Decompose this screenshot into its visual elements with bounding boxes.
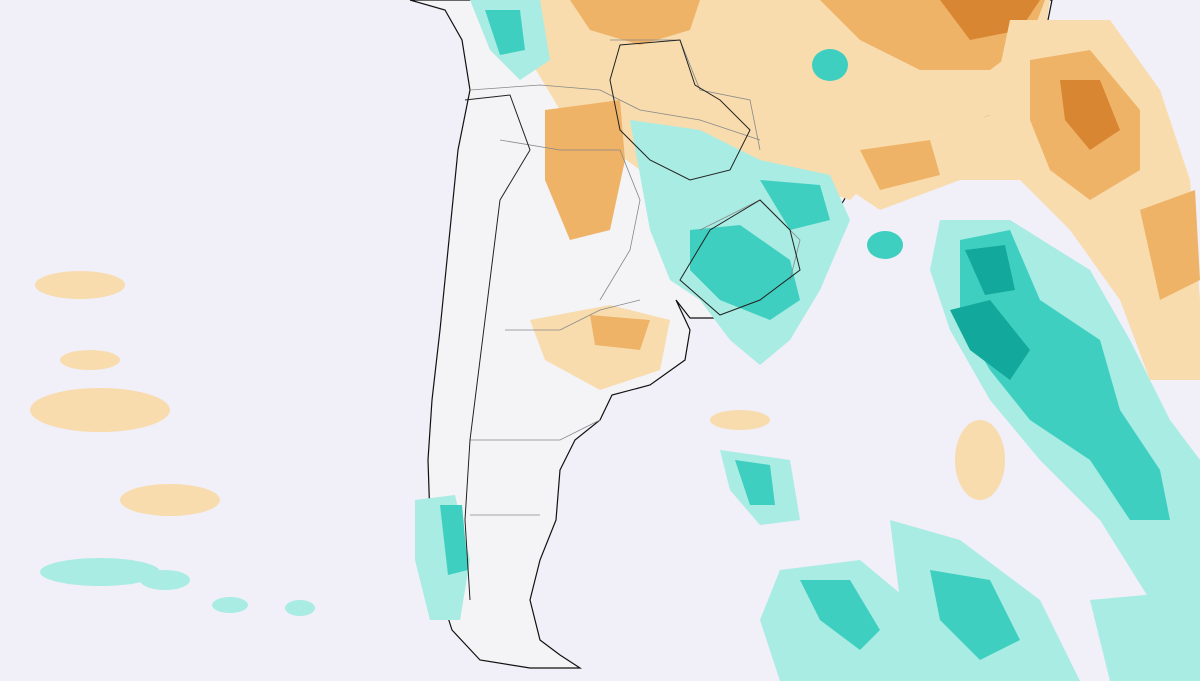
country-borders [464,39,801,601]
wet-anomalies [40,0,1200,681]
borders [469,39,801,516]
